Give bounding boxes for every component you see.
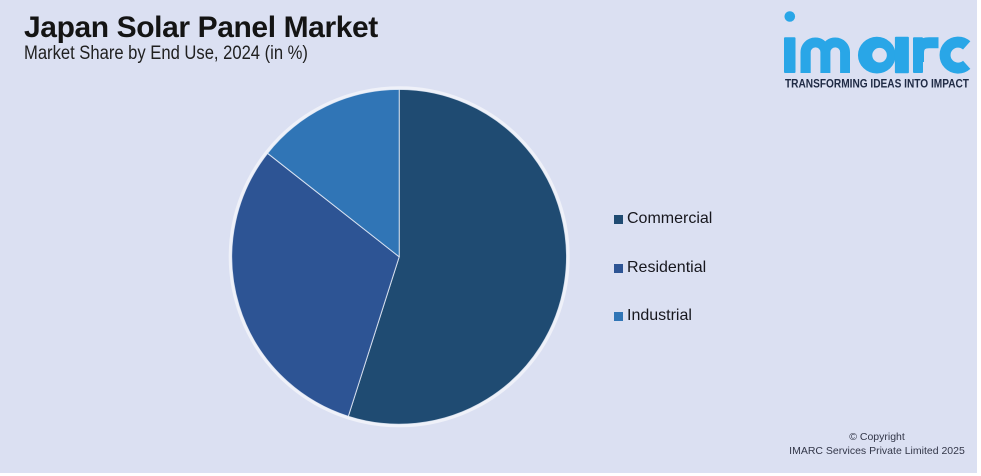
svg-text:TRANSFORMING IDEAS INTO IMPACT: TRANSFORMING IDEAS INTO IMPACT bbox=[785, 79, 969, 91]
